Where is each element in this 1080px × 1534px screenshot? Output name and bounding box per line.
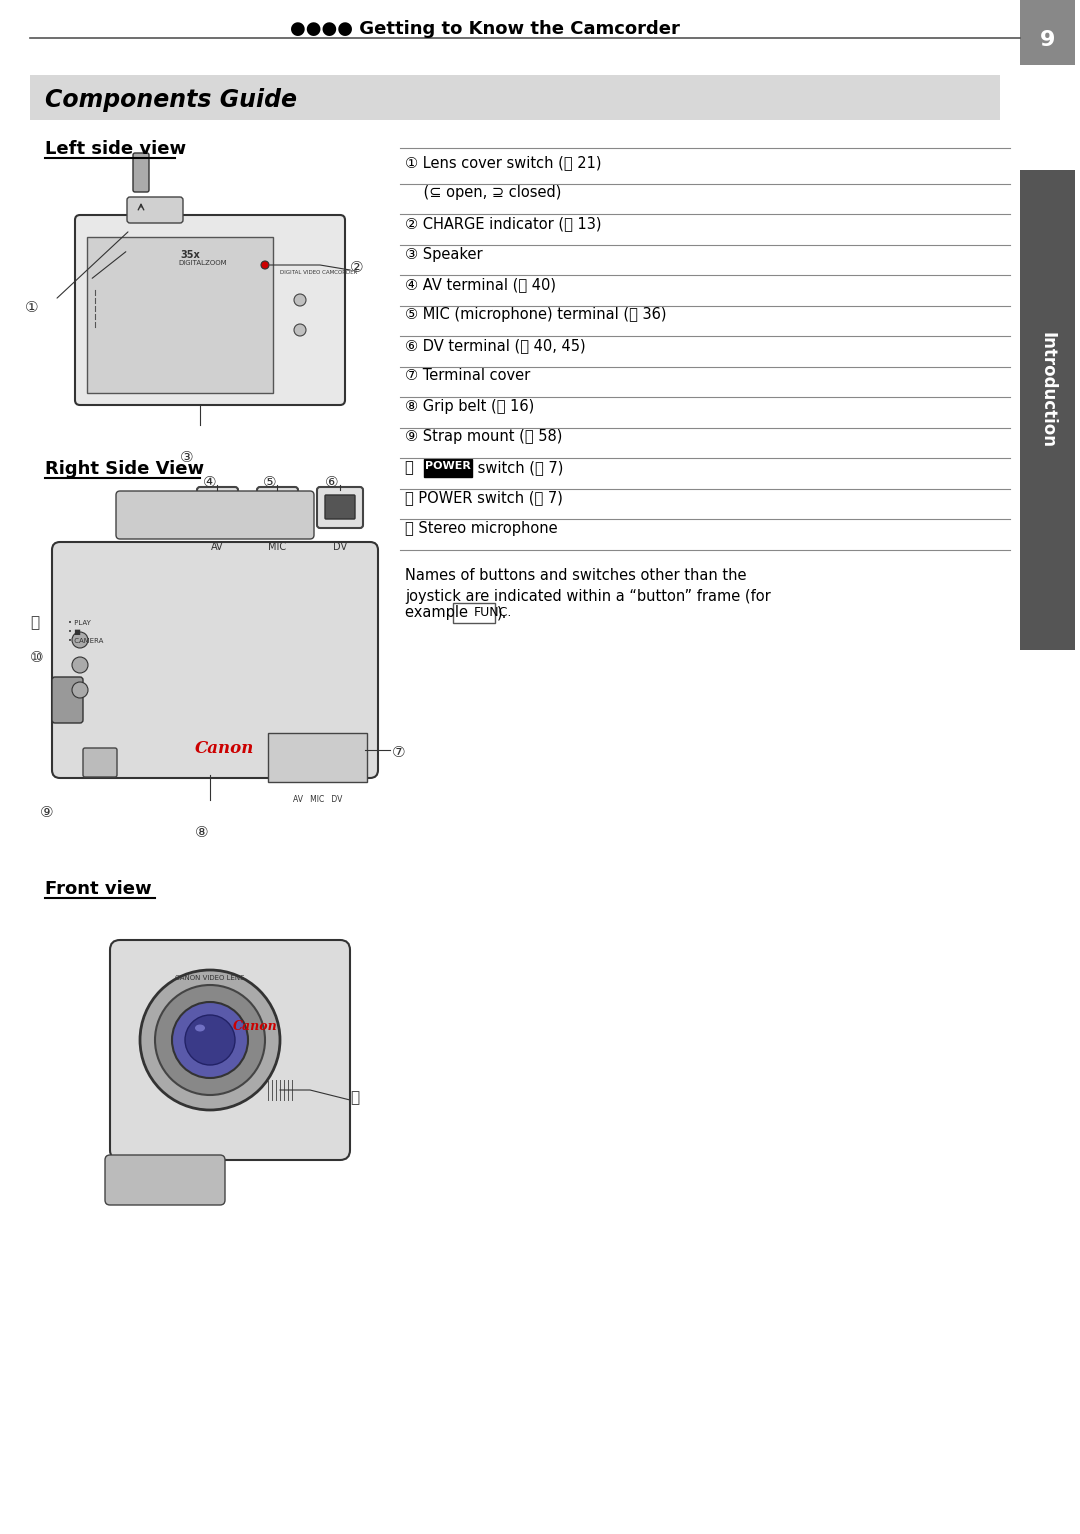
Text: 35x: 35x bbox=[180, 250, 200, 259]
Text: ⑪: ⑪ bbox=[30, 615, 39, 630]
Text: ⑧ Grip belt (⧮ 16): ⑧ Grip belt (⧮ 16) bbox=[405, 399, 535, 414]
Text: ●●●● Getting to Know the Camcorder: ●●●● Getting to Know the Camcorder bbox=[291, 20, 680, 38]
Circle shape bbox=[140, 969, 280, 1111]
FancyBboxPatch shape bbox=[1020, 0, 1075, 64]
Text: Names of buttons and switches other than the
joystick are indicated within a “bu: Names of buttons and switches other than… bbox=[405, 568, 771, 603]
Text: ).: ). bbox=[497, 606, 508, 620]
Text: ⑧: ⑧ bbox=[195, 825, 208, 841]
FancyBboxPatch shape bbox=[52, 676, 83, 723]
Text: ⑪ POWER switch (⧮ 7): ⑪ POWER switch (⧮ 7) bbox=[405, 491, 563, 506]
Text: ⑪: ⑪ bbox=[405, 460, 418, 476]
Text: POWER: POWER bbox=[426, 462, 471, 471]
Circle shape bbox=[172, 1002, 248, 1078]
Text: FUNC.: FUNC. bbox=[474, 606, 512, 618]
Text: Front view: Front view bbox=[45, 881, 151, 897]
Text: ⑦ Terminal cover: ⑦ Terminal cover bbox=[405, 368, 530, 384]
FancyBboxPatch shape bbox=[83, 749, 117, 778]
Text: ⑫ Stereo microphone: ⑫ Stereo microphone bbox=[405, 522, 557, 535]
Text: ②: ② bbox=[350, 259, 364, 275]
Text: AV   MIC   DV: AV MIC DV bbox=[294, 795, 342, 804]
Circle shape bbox=[72, 632, 87, 647]
Text: ⑥: ⑥ bbox=[325, 476, 339, 489]
FancyBboxPatch shape bbox=[318, 486, 363, 528]
Text: 9: 9 bbox=[1040, 31, 1055, 51]
Text: DIGITAL VIDEO CAMCORDER: DIGITAL VIDEO CAMCORDER bbox=[280, 270, 357, 275]
Text: ⑦: ⑦ bbox=[392, 746, 406, 759]
Text: Canon: Canon bbox=[195, 739, 255, 756]
Text: CANON VIDEO LENS: CANON VIDEO LENS bbox=[175, 976, 245, 982]
FancyBboxPatch shape bbox=[75, 215, 345, 405]
Text: ⑤: ⑤ bbox=[264, 476, 276, 489]
Text: Canon: Canon bbox=[232, 1020, 278, 1032]
FancyBboxPatch shape bbox=[197, 486, 238, 528]
Text: ⑨ Strap mount (⧮ 58): ⑨ Strap mount (⧮ 58) bbox=[405, 430, 563, 445]
Ellipse shape bbox=[195, 1025, 205, 1031]
Circle shape bbox=[72, 683, 87, 698]
FancyBboxPatch shape bbox=[105, 1155, 225, 1206]
Text: ⑨: ⑨ bbox=[40, 805, 54, 821]
FancyBboxPatch shape bbox=[30, 75, 1000, 120]
FancyBboxPatch shape bbox=[424, 459, 472, 477]
Text: ⑤ MIC (microphone) terminal (⧮ 36): ⑤ MIC (microphone) terminal (⧮ 36) bbox=[405, 307, 666, 322]
FancyBboxPatch shape bbox=[87, 236, 273, 393]
Text: example: example bbox=[405, 606, 473, 620]
Text: ③ Speaker: ③ Speaker bbox=[405, 247, 483, 261]
FancyBboxPatch shape bbox=[133, 153, 149, 192]
Text: ④ AV terminal (⧮ 40): ④ AV terminal (⧮ 40) bbox=[405, 278, 556, 291]
Text: ③: ③ bbox=[180, 449, 193, 465]
Text: • PLAY
• ■
• CAMERA: • PLAY • ■ • CAMERA bbox=[68, 620, 104, 644]
Text: ①: ① bbox=[25, 301, 39, 314]
Circle shape bbox=[294, 324, 306, 336]
Text: Introduction: Introduction bbox=[1038, 331, 1056, 448]
Text: ⑥ DV terminal (⧮ 40, 45): ⑥ DV terminal (⧮ 40, 45) bbox=[405, 337, 585, 353]
Text: Components Guide: Components Guide bbox=[45, 87, 297, 112]
Circle shape bbox=[72, 657, 87, 673]
Text: ⑩: ⑩ bbox=[30, 650, 43, 666]
Text: ② CHARGE indicator (⧮ 13): ② CHARGE indicator (⧮ 13) bbox=[405, 216, 602, 232]
Circle shape bbox=[261, 261, 269, 268]
Text: MIC: MIC bbox=[268, 542, 286, 552]
Circle shape bbox=[205, 495, 229, 518]
Circle shape bbox=[294, 295, 306, 305]
Circle shape bbox=[265, 495, 289, 518]
Text: switch (⧮ 7): switch (⧮ 7) bbox=[473, 460, 564, 476]
Circle shape bbox=[212, 502, 222, 512]
Circle shape bbox=[156, 985, 265, 1095]
FancyBboxPatch shape bbox=[325, 495, 355, 518]
Text: (⊆ open, ⊇ closed): (⊆ open, ⊇ closed) bbox=[405, 186, 562, 201]
FancyBboxPatch shape bbox=[127, 196, 183, 222]
Text: Right Side View: Right Side View bbox=[45, 460, 204, 479]
Text: DIGITALZOOM: DIGITALZOOM bbox=[178, 259, 227, 265]
FancyBboxPatch shape bbox=[110, 940, 350, 1160]
Text: AV: AV bbox=[211, 542, 224, 552]
FancyBboxPatch shape bbox=[268, 733, 367, 782]
FancyBboxPatch shape bbox=[116, 491, 314, 538]
FancyBboxPatch shape bbox=[257, 486, 298, 528]
Circle shape bbox=[185, 1016, 235, 1065]
FancyBboxPatch shape bbox=[1020, 170, 1075, 650]
Circle shape bbox=[272, 502, 282, 512]
Text: Left side view: Left side view bbox=[45, 140, 186, 158]
FancyBboxPatch shape bbox=[453, 603, 495, 623]
Text: ④: ④ bbox=[203, 476, 217, 489]
FancyBboxPatch shape bbox=[52, 542, 378, 778]
Text: ⑫: ⑫ bbox=[350, 1091, 360, 1104]
Text: ① Lens cover switch (⧮ 21): ① Lens cover switch (⧮ 21) bbox=[405, 155, 602, 170]
Text: DV: DV bbox=[333, 542, 347, 552]
